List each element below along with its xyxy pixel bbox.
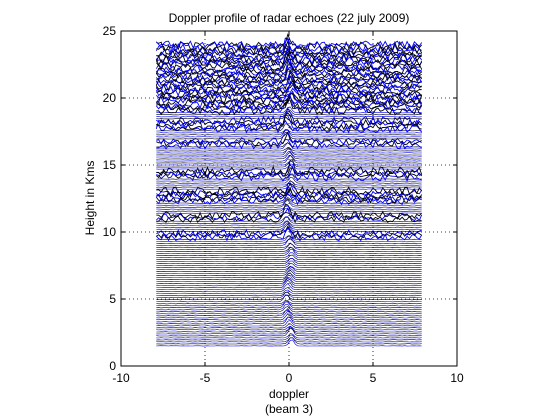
profile-trace: [156, 33, 423, 53]
profile-trace: [156, 272, 422, 281]
x-tick-label: -10: [112, 371, 130, 385]
profile-trace: [156, 326, 422, 335]
axis-ticks: -10 -5 0 5 10 0 5 10 15 20 25: [103, 24, 464, 385]
profile-trace: [156, 66, 422, 82]
profile-trace: [156, 164, 422, 182]
profile-trace: [155, 227, 423, 242]
profile-trace: [156, 303, 422, 311]
profile-trace: [156, 46, 422, 62]
profile-trace: [156, 222, 422, 230]
profile-trace: [156, 109, 422, 116]
profile-trace: [156, 294, 422, 303]
profile-trace: [156, 320, 422, 327]
profile-trace: [156, 148, 422, 156]
profile-trace: [156, 205, 422, 210]
profile-trace: [156, 279, 422, 289]
profile-trace: [156, 243, 422, 248]
profile-trace: [156, 198, 422, 206]
profile-trace: [156, 113, 422, 120]
profile-trace: [156, 272, 422, 279]
profile-trace: [156, 291, 422, 297]
y-axis-label: Height in Kms: [83, 161, 97, 236]
x-tick-label: 5: [370, 371, 377, 385]
grid-lines: [121, 31, 457, 366]
profile-trace: [156, 180, 422, 186]
profile-trace: [156, 223, 422, 232]
profile-trace: [156, 310, 422, 319]
profile-trace: [156, 163, 422, 170]
profile-trace: [156, 316, 422, 325]
profile-trace: [156, 254, 422, 261]
profile-trace: [155, 50, 422, 64]
x-tick-label: 0: [286, 371, 293, 385]
profile-trace: [156, 186, 423, 200]
profile-trace: [156, 246, 422, 254]
y-tick-label: 25: [103, 24, 117, 38]
profile-trace: [156, 74, 423, 94]
profile-trace: [156, 313, 422, 321]
profile-trace: [156, 184, 422, 190]
profile-trace: [156, 276, 422, 285]
profile-trace: [156, 325, 422, 331]
profile-trace: [156, 148, 422, 154]
profile-trace: [156, 207, 422, 214]
chart-title: Doppler profile of radar echoes (22 july…: [169, 11, 410, 25]
y-tick-label: 20: [103, 91, 117, 105]
profile-trace: [156, 333, 422, 339]
profile-trace: [155, 207, 423, 222]
profile-trace: [156, 154, 422, 164]
profile-trace: [156, 131, 422, 140]
profile-trace: [156, 174, 422, 182]
profile-trace: [156, 327, 422, 337]
profile-trace: [156, 327, 422, 333]
profile-trace: [156, 295, 422, 301]
profile-trace: [156, 260, 422, 267]
profile-trace: [156, 263, 422, 269]
profile-trace: [156, 199, 422, 208]
profile-trace: [155, 37, 423, 49]
profile-traces: [155, 33, 423, 347]
profile-trace: [155, 68, 423, 84]
profile-trace: [156, 323, 422, 329]
profile-trace: [156, 334, 422, 341]
profile-trace: [156, 289, 422, 295]
profile-trace: [156, 56, 422, 74]
profile-trace: [156, 92, 423, 104]
profile-trace: [156, 151, 422, 160]
profile-trace: [156, 129, 422, 138]
y-tick-label: 15: [103, 158, 117, 172]
y-tick-label: 5: [109, 292, 116, 306]
profile-trace: [155, 75, 422, 91]
y-tick-label: 10: [103, 225, 117, 239]
profile-trace: [156, 39, 423, 56]
profile-trace: [156, 287, 422, 293]
profile-trace: [156, 119, 423, 134]
profile-trace: [156, 220, 422, 226]
profile-trace: [156, 299, 422, 305]
x-tick-label: 10: [450, 371, 464, 385]
profile-trace: [156, 129, 422, 134]
profile-trace: [156, 258, 422, 265]
profile-trace: [156, 339, 422, 347]
profile-trace: [155, 193, 422, 206]
profile-trace: [156, 236, 422, 246]
profile-trace: [156, 292, 422, 299]
profile-trace: [156, 160, 422, 168]
profile-trace: [156, 283, 422, 291]
profile-trace: [156, 308, 422, 317]
profile-trace: [156, 316, 422, 323]
profile-trace: [156, 107, 422, 127]
profile-trace: [156, 247, 422, 252]
y-tick-label: 0: [109, 359, 116, 373]
profile-trace: [156, 131, 422, 146]
profile-trace: [156, 252, 422, 259]
x-axis-label-sub: (beam 3): [265, 402, 313, 416]
x-axis-label: doppler: [269, 387, 309, 401]
profile-trace: [156, 277, 422, 287]
x-tick-label: -5: [200, 371, 211, 385]
profile-trace: [156, 268, 422, 275]
profile-trace: [156, 216, 422, 222]
